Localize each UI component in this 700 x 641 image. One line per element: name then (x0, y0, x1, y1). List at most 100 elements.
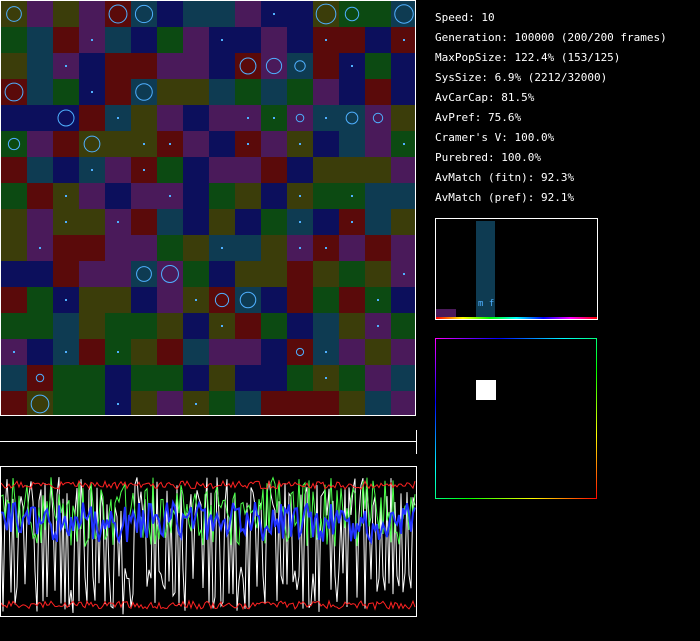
organism-marker (295, 347, 305, 357)
grid-cell (157, 79, 183, 105)
grid-cell (1, 105, 27, 131)
timeline-divider (0, 441, 416, 442)
grid-cell (79, 391, 105, 415)
grid-cell (339, 339, 365, 365)
preference-bar (476, 221, 495, 319)
organism-marker (265, 57, 283, 75)
grid-cell (1, 235, 27, 261)
grid-cell (105, 27, 131, 53)
organism-marker (299, 195, 301, 197)
grid-cell (261, 131, 287, 157)
grid-cell (79, 1, 105, 27)
history-graph-canvas (1, 476, 416, 615)
organism-marker (221, 247, 223, 249)
grid-cell (1, 157, 27, 183)
grid-cell (105, 313, 131, 339)
organism-marker (295, 113, 305, 123)
grid-cell (27, 209, 53, 235)
history-line-blue (1, 499, 416, 545)
grid-cell (365, 105, 391, 131)
organism-marker (65, 351, 67, 353)
organism-marker (169, 143, 171, 145)
grid-cell (209, 105, 235, 131)
stat-sys-size: SysSize: 6.9% (2212/32000) (435, 71, 608, 84)
grid-cell (131, 79, 157, 105)
grid-cell (235, 53, 261, 79)
grid-cell (27, 339, 53, 365)
history-line-red-top (1, 479, 416, 491)
grid-cell (339, 365, 365, 391)
organism-marker (221, 325, 223, 327)
organism-marker (134, 4, 154, 24)
grid-cell (261, 209, 287, 235)
grid-cell (131, 27, 157, 53)
grid-cell (235, 391, 261, 415)
grid-cell (313, 131, 339, 157)
grid-cell (391, 287, 415, 313)
grid-cell (183, 79, 209, 105)
grid-cell (365, 209, 391, 235)
organism-marker (325, 39, 327, 41)
grid-cell (209, 365, 235, 391)
organism-marker (294, 60, 306, 72)
grid-cell (105, 131, 131, 157)
grid-cell (209, 131, 235, 157)
grid-cell (261, 313, 287, 339)
grid-cell (235, 1, 261, 27)
grid-cell (261, 157, 287, 183)
grid-cell (105, 53, 131, 79)
organism-marker (91, 91, 93, 93)
grid-cell (339, 1, 365, 27)
organism-marker (299, 143, 301, 145)
organism-marker (143, 143, 145, 145)
preference-panel: m f (435, 218, 598, 320)
organism-marker (351, 221, 353, 223)
grid-cell (339, 261, 365, 287)
organism-marker (372, 112, 384, 124)
grid-cell (365, 131, 391, 157)
grid-cell (53, 235, 79, 261)
grid-cell (183, 235, 209, 261)
organism-marker (108, 4, 128, 24)
organism-marker (143, 169, 145, 171)
grid-cell (79, 131, 105, 157)
grid-cell (183, 261, 209, 287)
grid-cell (27, 27, 53, 53)
grid-cell (79, 235, 105, 261)
stat-cramers-v: Cramer's V: 100.0% (435, 131, 555, 144)
grid-cell (365, 339, 391, 365)
organism-marker (299, 247, 301, 249)
grid-cell (157, 53, 183, 79)
grid-cell (287, 313, 313, 339)
grid-cell (391, 365, 415, 391)
grid-cell (209, 1, 235, 27)
grid-cell (365, 391, 391, 415)
history-graph (0, 466, 417, 617)
grid-cell (183, 365, 209, 391)
grid-cell (235, 287, 261, 313)
grid-cell (287, 157, 313, 183)
grid-cell (235, 79, 261, 105)
grid-cell (53, 105, 79, 131)
grid-cell (157, 391, 183, 415)
grid-cell (183, 131, 209, 157)
organism-marker (273, 13, 275, 15)
organism-marker (195, 299, 197, 301)
grid-cell (1, 209, 27, 235)
organism-marker (325, 377, 327, 379)
grid-cell (79, 287, 105, 313)
stat-purebred: Purebred: 100.0% (435, 151, 541, 164)
grid-cell (157, 27, 183, 53)
organism-marker (221, 39, 223, 41)
organism-marker (117, 351, 119, 353)
grid-cell (365, 365, 391, 391)
organism-marker (117, 403, 119, 405)
trait-map-marker (476, 380, 496, 400)
grid-cell (79, 183, 105, 209)
grid-cell (261, 339, 287, 365)
organism-marker (65, 65, 67, 67)
grid-cell (105, 157, 131, 183)
organism-marker (136, 266, 152, 282)
grid-cell (79, 53, 105, 79)
grid-cell (157, 209, 183, 235)
